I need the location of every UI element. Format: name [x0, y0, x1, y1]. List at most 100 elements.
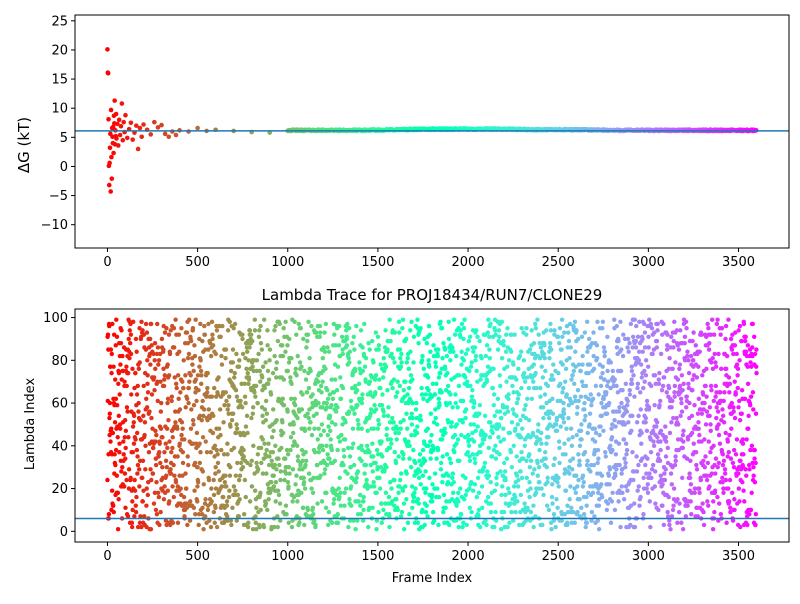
lambda-point [175, 426, 180, 431]
lambda-point [524, 458, 529, 463]
lambda-point [668, 471, 674, 476]
lambda-point [651, 439, 656, 444]
lambda-point [277, 321, 282, 327]
lambda-point [727, 381, 733, 387]
lambda-point [237, 497, 242, 502]
lambda-point [736, 471, 741, 476]
lambda-point [222, 479, 228, 485]
lambda-point [445, 479, 451, 485]
lambda-point [663, 467, 668, 472]
lambda-point [563, 366, 569, 372]
lambda-point [562, 441, 567, 446]
lambda-point [200, 505, 205, 510]
lambda-point [667, 355, 672, 361]
lambda-point [306, 415, 311, 421]
lambda-point [272, 353, 277, 359]
lambda-point [580, 353, 585, 359]
lambda-point [521, 456, 526, 461]
lambda-point [753, 522, 758, 528]
lambda-point [504, 456, 510, 461]
lambda-point [197, 413, 203, 419]
lambda-point [211, 509, 217, 515]
lambda-point [216, 469, 221, 474]
lambda-point [410, 499, 416, 504]
lambda-point [358, 503, 363, 508]
lambda-point [251, 443, 256, 449]
lambda-point [454, 422, 459, 427]
lambda-point [315, 379, 321, 384]
lambda-point [587, 422, 592, 427]
lambda-point [624, 409, 630, 414]
lambda-point [466, 437, 471, 442]
lambda-point [145, 373, 150, 378]
lambda-point [458, 512, 464, 517]
lambda-point [144, 503, 149, 508]
lambda-point [471, 422, 477, 427]
lambda-point [683, 319, 689, 325]
lambda-point [635, 385, 640, 391]
lambda-point [363, 462, 369, 468]
lambda-point [728, 505, 733, 510]
lambda-point [137, 484, 142, 489]
lambda-point [752, 456, 757, 461]
lambda-point [542, 392, 548, 397]
lambda-point [576, 477, 581, 483]
lambda-point [547, 422, 553, 427]
lambda-point [511, 390, 516, 395]
lambda-point [294, 332, 299, 337]
lambda-point [713, 471, 718, 476]
lambda-point [622, 456, 627, 461]
lambda-point [706, 439, 711, 444]
lambda-point [266, 441, 271, 446]
lambda-point [309, 323, 314, 329]
lambda-point [658, 473, 663, 478]
lambda-point [291, 422, 296, 427]
lambda-point [706, 347, 712, 352]
lambda-point [253, 514, 258, 519]
lambda-point [649, 383, 654, 389]
lambda-point [694, 467, 700, 472]
lambda-point [287, 471, 292, 476]
lambda-point [422, 336, 427, 342]
bottom-points [105, 317, 759, 532]
delta-g-point [139, 134, 145, 140]
lambda-point [257, 368, 263, 374]
lambda-point [144, 486, 149, 491]
lambda-point [155, 379, 160, 384]
lambda-point [725, 439, 731, 444]
lambda-point [743, 467, 748, 472]
lambda-point [679, 409, 685, 414]
lambda-point [641, 475, 646, 481]
lambda-point [751, 473, 756, 478]
lambda-point [116, 413, 122, 419]
lambda-point [495, 347, 501, 352]
lambda-point [215, 452, 220, 457]
lambda-point [594, 482, 599, 487]
lambda-point [227, 488, 232, 493]
lambda-point [448, 460, 454, 466]
lambda-point [454, 353, 459, 359]
lambda-point [509, 464, 515, 470]
lambda-point [632, 524, 638, 530]
lambda-point [682, 358, 688, 363]
lambda-point [179, 326, 184, 331]
lambda-point [515, 422, 520, 427]
lambda-point [364, 443, 370, 449]
lambda-point [692, 402, 697, 408]
lambda-point [373, 373, 379, 378]
lambda-point [401, 501, 407, 506]
lambda-point [713, 383, 718, 389]
lambda-point [268, 392, 274, 397]
lambda-point [404, 471, 409, 476]
lambda-point [661, 321, 666, 327]
lambda-point [727, 390, 732, 395]
lambda-point [184, 330, 190, 335]
lambda-point [420, 353, 425, 359]
lambda-point [331, 497, 337, 502]
lambda-point [499, 319, 505, 325]
lambda-point [620, 490, 625, 496]
lambda-point [531, 503, 536, 508]
lambda-point [190, 362, 195, 367]
lambda-point [348, 518, 353, 523]
lambda-point [312, 450, 318, 455]
